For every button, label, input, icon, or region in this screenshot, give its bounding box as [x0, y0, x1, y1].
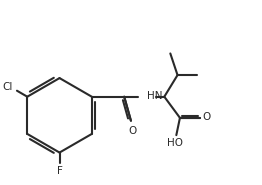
Text: O: O — [128, 126, 136, 136]
Text: HO: HO — [167, 138, 183, 148]
Text: O: O — [203, 112, 211, 122]
Text: F: F — [57, 166, 62, 176]
Text: HN: HN — [147, 91, 162, 101]
Text: Cl: Cl — [3, 82, 13, 92]
